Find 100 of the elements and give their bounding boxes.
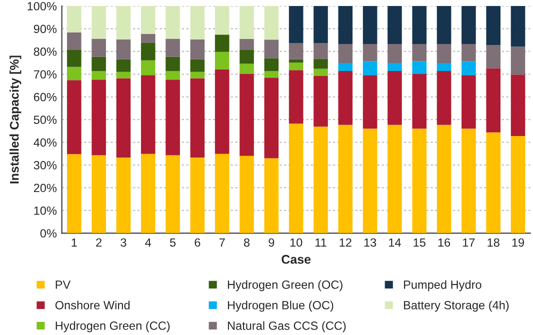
bar [362, 6, 378, 44]
bar [288, 124, 304, 234]
bar [67, 32, 82, 50]
x-tick-label: 8 [244, 238, 250, 247]
bar [510, 136, 526, 234]
bar [116, 72, 131, 78]
bar [116, 39, 131, 60]
x-tick-label: 10 [290, 238, 302, 247]
bar [462, 128, 476, 234]
bar [92, 155, 106, 234]
bar [116, 78, 131, 158]
bar [362, 75, 378, 129]
bar [240, 38, 254, 50]
legend-label: Pumped Hydro [404, 280, 482, 292]
bar [214, 52, 230, 70]
bar [314, 6, 328, 44]
y-tick-label: 10% [34, 206, 57, 215]
bar [388, 63, 402, 71]
y-tick-label: 20% [34, 184, 57, 192]
y-tick-label: 80% [34, 47, 57, 56]
y-tick-label: 90% [34, 24, 57, 34]
bar [140, 42, 156, 60]
bar [166, 38, 180, 57]
bar [190, 72, 205, 78]
bar [338, 124, 353, 234]
bar [412, 6, 427, 44]
bar [190, 78, 205, 158]
y-tick-label: 100% [28, 2, 57, 10]
bar [264, 78, 279, 158]
bar [510, 74, 526, 136]
bar [190, 6, 205, 40]
bar [264, 158, 279, 234]
bar [436, 6, 452, 44]
bar [67, 80, 82, 154]
bar [338, 70, 353, 125]
bar [338, 63, 353, 71]
bar [362, 44, 378, 62]
x-tick-label: 6 [194, 238, 200, 247]
bar [140, 154, 156, 234]
x-tick-label: 13 [364, 238, 376, 247]
legend-label: Hydrogen Green (CC) [56, 321, 170, 332]
legend-label: Onshore Wind [55, 300, 130, 310]
bar [288, 70, 304, 124]
x-tick-label: 15 [414, 238, 426, 247]
bar [462, 44, 476, 62]
bar [486, 68, 500, 132]
bar [116, 59, 131, 72]
x-tick-label: 1 [72, 238, 77, 247]
bar [67, 66, 82, 80]
x-tick-label: 16 [438, 238, 450, 247]
bar [362, 128, 378, 234]
bar [264, 40, 279, 58]
bar [314, 126, 328, 234]
bar [264, 6, 279, 40]
y-tick-label: 0% [40, 229, 57, 238]
bar [338, 6, 353, 44]
x-tick-label: 18 [488, 238, 500, 247]
x-tick-label: 17 [463, 238, 475, 247]
bar [264, 58, 279, 71]
x-axis-title: Case [282, 254, 311, 264]
bar [166, 80, 180, 156]
bar [166, 70, 180, 80]
bar [436, 63, 452, 71]
bar [214, 6, 230, 35]
bar [190, 39, 205, 60]
bar [240, 50, 254, 64]
bar [388, 124, 402, 234]
bar [140, 34, 156, 43]
legend-label: Hydrogen Blue (OC) [228, 300, 334, 312]
bar [314, 76, 328, 127]
x-tick-label: 7 [219, 238, 225, 247]
x-tick-label: 14 [389, 238, 401, 247]
bar [436, 124, 452, 234]
legend-label: Battery Storage (4h) [404, 300, 509, 312]
bar [436, 44, 452, 64]
bar [92, 56, 106, 71]
legend-label: Hydrogen Green (OC) [228, 280, 342, 292]
bar [214, 154, 230, 234]
bar [190, 59, 205, 72]
bar [510, 6, 526, 47]
bar [67, 6, 82, 32]
bar [240, 64, 254, 74]
x-tick-label: 19 [512, 238, 524, 247]
bar [92, 80, 106, 156]
bar [92, 6, 106, 39]
legend-label: Natural Gas CCS (CC) [228, 321, 346, 332]
bar [214, 34, 230, 52]
bar [140, 75, 156, 154]
x-tick-label: 12 [340, 238, 352, 247]
x-tick-label: 4 [145, 238, 152, 247]
bar [388, 70, 402, 125]
bar [214, 69, 230, 154]
bar [462, 6, 476, 44]
bar [116, 6, 131, 40]
bar [288, 59, 304, 63]
bar [486, 45, 500, 68]
bar [388, 44, 402, 64]
x-tick-label: 3 [120, 238, 126, 247]
bar [486, 6, 500, 46]
bar [462, 61, 476, 76]
